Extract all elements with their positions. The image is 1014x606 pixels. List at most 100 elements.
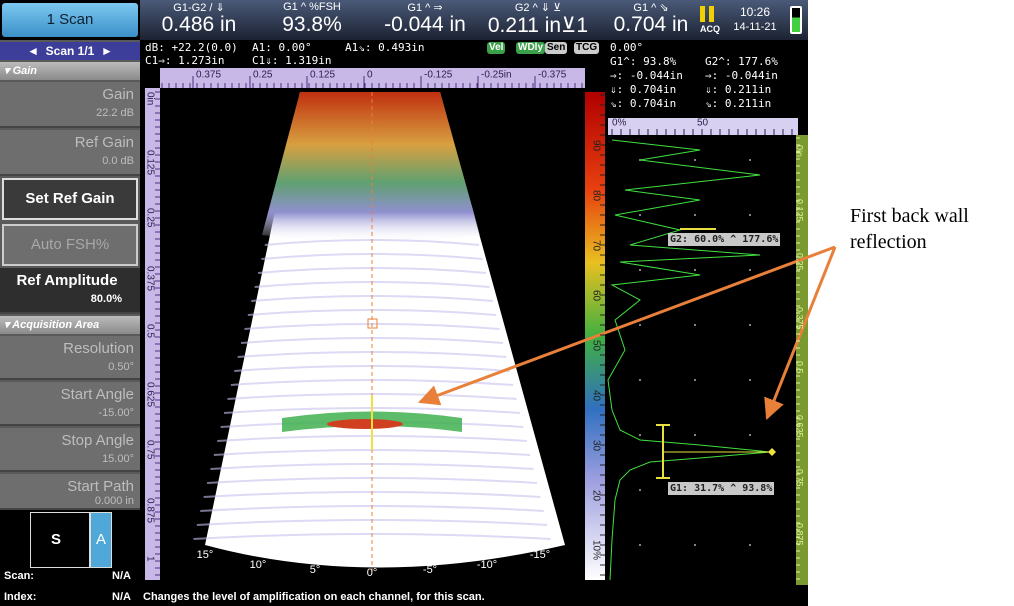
reading: ⇓: 0.211in bbox=[705, 83, 771, 96]
set-ref-gain-button[interactable]: Set Ref Gain bbox=[2, 178, 138, 220]
x-ruler-label: -0.25in bbox=[481, 70, 512, 81]
grid-dot bbox=[639, 434, 641, 436]
depth-ruler-label: 0.5 bbox=[795, 361, 805, 374]
y-ruler-label: 0in bbox=[144, 92, 155, 105]
grid-dot bbox=[639, 379, 641, 381]
grid-dot bbox=[749, 544, 751, 546]
scan-selector[interactable]: ◄ Scan 1/1 ► bbox=[0, 42, 140, 60]
grid-dot bbox=[639, 489, 641, 491]
y-ruler-label: 0.625 bbox=[144, 382, 155, 407]
readout-value: 93.8% bbox=[258, 13, 366, 37]
acquisition-header[interactable]: ▾ Acquisition Area bbox=[0, 316, 140, 334]
auto-fsh-button[interactable]: Auto FSH% bbox=[2, 224, 138, 266]
color-scale-label: 40 bbox=[590, 390, 601, 402]
gain-header[interactable]: ▾ Gain bbox=[0, 62, 140, 80]
g1-gate-label: G1: 31.7% ^ 93.8% bbox=[668, 482, 774, 495]
info: C1⇒: 1.273in bbox=[145, 54, 224, 67]
value: 0.000 in bbox=[0, 495, 134, 507]
reading: ⇘: 0.211in bbox=[705, 97, 771, 110]
value: 22.2 dB bbox=[0, 103, 134, 119]
annotation: First back wall reflection bbox=[850, 203, 1010, 255]
reading: ⇓: 0.704in bbox=[610, 83, 676, 96]
grid-dot bbox=[749, 159, 751, 161]
tag: TCG bbox=[574, 42, 599, 54]
color-scale-label: 10% bbox=[590, 540, 601, 560]
a-view-button[interactable]: A bbox=[90, 512, 112, 568]
reading: ⇒: -0.044in bbox=[610, 69, 683, 82]
angle-label: 5° bbox=[310, 564, 321, 576]
color-scale-label: 60 bbox=[590, 290, 601, 302]
value: 15.00° bbox=[0, 449, 134, 465]
info: A1⇘: 0.493in bbox=[345, 41, 424, 54]
readout-value: 0.486 in bbox=[145, 13, 253, 37]
readout-label: G1 ^ %FSH bbox=[258, 1, 366, 13]
x-ruler-label: 0.125 bbox=[310, 70, 335, 81]
value: -15.00° bbox=[0, 403, 134, 419]
graphics: 0.375 0.25 0.125 0 -0.125 -0.25in -0.375 0in 0.1… bbox=[0, 0, 1014, 606]
grid-dot bbox=[749, 214, 751, 216]
reading: G2^: 177.6% bbox=[705, 55, 778, 68]
color-scale-label: 90 bbox=[590, 140, 601, 152]
angle-label: -5° bbox=[423, 564, 437, 576]
color-scale-label: 70 bbox=[590, 240, 601, 252]
depth-ruler-label: 0in bbox=[795, 145, 805, 157]
grid-dot bbox=[694, 324, 696, 326]
grid-dot bbox=[749, 324, 751, 326]
reading: ⇘: 0.704in bbox=[610, 97, 676, 110]
color-scale-label: 80 bbox=[590, 190, 601, 202]
x-ruler-label: -0.125 bbox=[424, 70, 453, 81]
time: 10:26 bbox=[730, 5, 780, 19]
label: Gain bbox=[0, 82, 134, 103]
start-angle-field[interactable]: Start Angle-15.00° bbox=[0, 382, 140, 426]
x-ruler-label: 0 bbox=[367, 70, 373, 81]
info: A1: 0.00° bbox=[252, 41, 312, 54]
index-label: Index: bbox=[4, 591, 36, 603]
info: dB: +22.2(0.0) bbox=[145, 41, 238, 54]
reading: ⇒: -0.044in bbox=[705, 69, 778, 82]
depth-ruler-label: 0.125 bbox=[795, 199, 805, 222]
status-bar: Changes the level of amplification on ea… bbox=[143, 591, 485, 603]
grid-dot bbox=[694, 214, 696, 216]
scan-button[interactable]: 1 Scan bbox=[2, 3, 138, 37]
grid-dot bbox=[639, 159, 641, 161]
angle-label: 15° bbox=[197, 549, 214, 561]
tag: Vel bbox=[487, 42, 505, 54]
label: Stop Angle bbox=[0, 428, 134, 449]
y-ruler-label: 0.375 bbox=[144, 266, 155, 291]
value: 80.0% bbox=[0, 289, 134, 305]
angle-label: 0° bbox=[367, 567, 378, 579]
screen: 0.375 0.25 0.125 0 -0.125 -0.25in -0.375 0in 0.1… bbox=[0, 0, 1014, 606]
x-ruler-label: 0.25 bbox=[253, 70, 273, 81]
y-ruler-label: 0.875 bbox=[144, 498, 155, 523]
y-ruler-label: 0.125 bbox=[144, 150, 155, 175]
y-ruler-label: 0.25 bbox=[144, 208, 155, 228]
grid-dot bbox=[749, 379, 751, 381]
x-ruler-label: -0.375 bbox=[538, 70, 567, 81]
y-ruler-label: 0.5 bbox=[144, 324, 155, 338]
depth-ruler-label: 0.375 bbox=[795, 307, 805, 330]
amp-ruler-label: 0% bbox=[612, 118, 627, 129]
s-view-button[interactable]: S bbox=[30, 512, 90, 568]
readout-value: 0.704 in bbox=[597, 13, 705, 37]
label: Resolution bbox=[0, 336, 134, 357]
angle-label: -15° bbox=[530, 549, 550, 561]
grid-dot bbox=[694, 269, 696, 271]
grid-dot bbox=[694, 434, 696, 436]
tag: Sen bbox=[545, 42, 567, 54]
index-value: N/A bbox=[112, 591, 131, 603]
readout-value: 0.211 in⊻1 bbox=[484, 13, 592, 38]
color-scale-label: 50 bbox=[590, 340, 601, 352]
label: Ref Gain bbox=[0, 130, 134, 151]
y-ruler-label: 0.75 bbox=[144, 440, 155, 460]
info: C1⇓: 1.319in bbox=[252, 54, 331, 67]
y-ruler-label: 1 bbox=[144, 556, 155, 562]
back-wall-peak bbox=[327, 419, 403, 429]
tag: WDly bbox=[516, 42, 545, 54]
angle: 0.00° bbox=[610, 41, 643, 54]
